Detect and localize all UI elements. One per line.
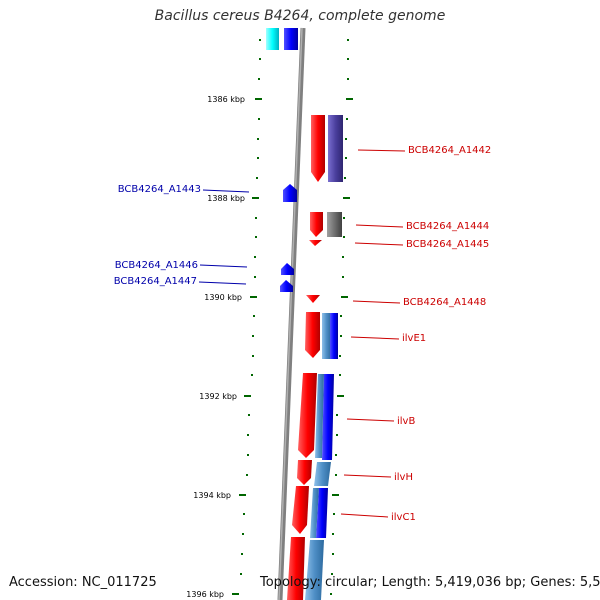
reverse-genes [280, 184, 297, 292]
block-steel-ilvH [314, 462, 331, 486]
gene-label-A1445[interactable]: BCB4264_A1445 [406, 239, 489, 250]
gene-label-A1446[interactable]: BCB4264_A1446 [115, 260, 198, 271]
gene-ilvC1[interactable] [292, 486, 309, 534]
leader-ilvE1 [350, 336, 400, 340]
axis-label-1392: 1392 kbp [199, 392, 237, 401]
gene-label-ilvB[interactable]: ilvB [397, 416, 415, 427]
genome-backbone-highlight [278, 27, 303, 600]
gene-label-A1444[interactable]: BCB4264_A1444 [406, 221, 489, 232]
leader-A1443 [202, 189, 250, 193]
genome-backbone [277, 27, 306, 600]
gene-ilvE1[interactable] [305, 312, 320, 358]
accession-text: Accession: NC_011725 [9, 575, 157, 590]
gene-A1445[interactable] [309, 240, 322, 246]
axis-label-1396: 1396 kbp [186, 590, 224, 599]
block-blue-ilvB [322, 374, 334, 460]
block-purple-A1442 [328, 115, 343, 182]
leader-A1444 [355, 224, 404, 228]
block-blue-ilvE1 [330, 313, 338, 359]
gene-ilvH[interactable] [297, 460, 312, 485]
block-gray-A1444 [327, 212, 342, 237]
gene-red-bottom[interactable] [287, 537, 305, 600]
gene-ilvB[interactable] [298, 373, 317, 458]
leader-A1442 [357, 149, 406, 152]
gene-label-ilvH[interactable]: ilvH [394, 472, 413, 483]
block-blue-ilvC1 [316, 488, 328, 538]
leader-A1445 [354, 242, 404, 246]
gene-A1448[interactable] [306, 295, 320, 303]
gene-A1444[interactable] [310, 212, 323, 237]
topology-text: Topology: circular; Length: 5,419,036 bp… [260, 575, 600, 590]
gene-label-ilvE1[interactable]: ilvE1 [402, 333, 426, 344]
leader-A1447 [198, 281, 247, 285]
axis-label-1388: 1388 kbp [207, 194, 245, 203]
map-title: Bacillus cereus B4264, complete genome [154, 8, 446, 24]
gene-A1446[interactable] [281, 263, 294, 275]
block-steel-bottom [305, 540, 324, 600]
gene-block-blue-top [284, 28, 298, 50]
block-steel-ilvE1 [322, 313, 331, 359]
gene-label-A1447[interactable]: BCB4264_A1447 [114, 276, 197, 287]
leader-A1446 [199, 264, 248, 268]
forward-genes [287, 115, 325, 600]
gene-label-ilvC1[interactable]: ilvC1 [391, 512, 416, 523]
leader-ilvC1 [340, 513, 389, 518]
left-tick-marks [232, 39, 262, 595]
gene-A1443[interactable] [283, 184, 297, 202]
outer-right-blocks [305, 115, 343, 600]
axis-label-1390: 1390 kbp [204, 293, 242, 302]
leader-A1448 [352, 300, 401, 304]
leader-ilvH [343, 474, 392, 478]
leader-ilvB [346, 418, 395, 422]
gene-block-cyan [266, 28, 279, 50]
axis-label-1394: 1394 kbp [193, 491, 231, 500]
gene-label-A1442[interactable]: BCB4264_A1442 [408, 145, 491, 156]
right-tick-marks [330, 39, 353, 595]
axis-label-1386: 1386 kbp [207, 95, 245, 104]
gene-A1447[interactable] [280, 280, 293, 292]
gene-label-A1443[interactable]: BCB4264_A1443 [118, 184, 201, 195]
block-steel-ilvB [315, 374, 324, 458]
gene-label-A1448[interactable]: BCB4264_A1448 [403, 297, 486, 308]
gene-A1442[interactable] [311, 115, 325, 182]
